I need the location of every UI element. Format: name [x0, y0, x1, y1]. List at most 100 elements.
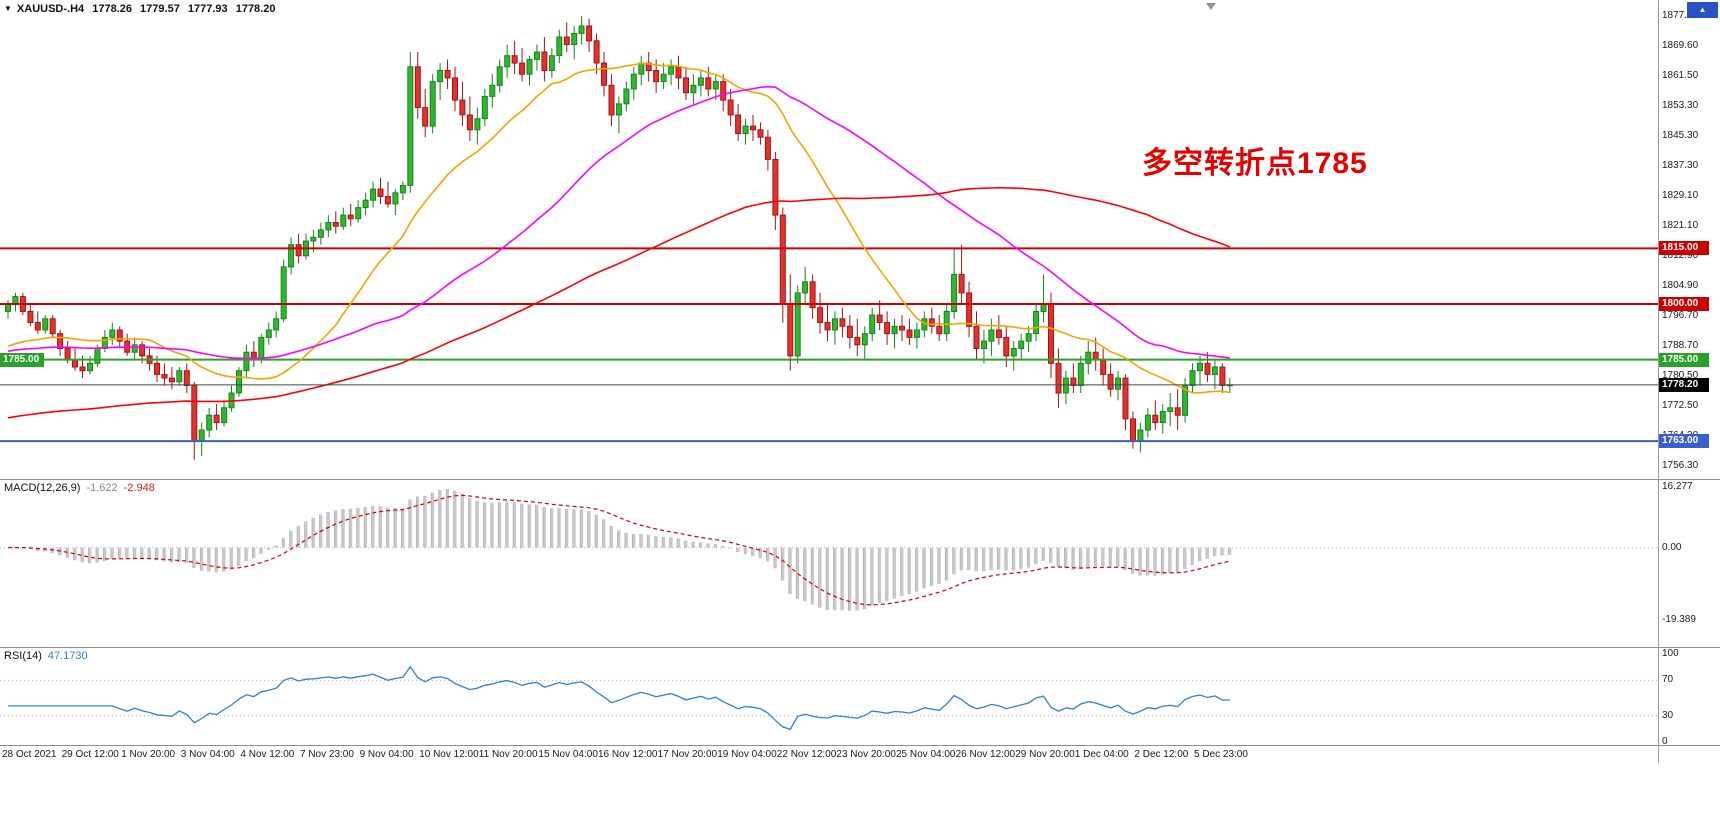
price-axis-label: 1853.30 [1662, 100, 1699, 112]
candle [191, 381, 198, 460]
candle [42, 315, 49, 334]
candle [668, 59, 675, 86]
macd-main-value: -1.622 [86, 482, 118, 494]
time-axis-label: 5 Dec 23:00 [1194, 749, 1248, 760]
candle [534, 44, 540, 71]
macd-signal-value: -2.948 [123, 482, 155, 494]
up-arrow-icon: ▲ [1698, 5, 1707, 14]
candle [1174, 389, 1181, 430]
rsi-name: RSI(14) [4, 650, 42, 662]
candle [936, 315, 943, 342]
candle [817, 292, 824, 334]
candle [884, 311, 891, 345]
price-axis-label: 1812.90 [1662, 250, 1699, 262]
candle [981, 330, 987, 364]
macd-scale-zero: 0.00 [1662, 541, 1682, 553]
annotation-text[interactable]: 多空转折点1785 [1142, 147, 1368, 180]
candle [832, 311, 838, 345]
price-level-badge[interactable]: 1785.00 [1659, 352, 1709, 367]
candle [161, 363, 168, 386]
macd-panel-separator[interactable] [0, 479, 1720, 480]
candle [772, 152, 779, 230]
price-level-badge[interactable]: 1815.00 [1659, 241, 1709, 256]
candle [288, 237, 295, 275]
candle [317, 222, 324, 245]
time-axis-label: 3 Nov 04:00 [180, 749, 235, 760]
candle [1025, 326, 1032, 353]
price-axis-label: 1804.90 [1662, 279, 1699, 291]
candle [571, 26, 578, 60]
bar-high-value: 1779.57 [140, 3, 180, 15]
time-axis-label: 2 Dec 12:00 [1134, 749, 1189, 760]
price-axis-label: 1756.30 [1662, 460, 1699, 471]
candle [735, 103, 742, 141]
candle [250, 341, 257, 367]
candle [422, 89, 429, 138]
time-axis-label: 29 Nov 20:00 [1015, 749, 1075, 760]
price-axis-label: 1821.10 [1662, 219, 1699, 231]
candle [943, 304, 950, 342]
candle [601, 52, 607, 97]
candle [854, 318, 861, 356]
macd-name: MACD(12,26,9) [4, 482, 81, 494]
macd-scale-max: 16.277 [1662, 481, 1693, 492]
candle [615, 96, 622, 134]
chart-shift-marker[interactable] [1206, 3, 1216, 10]
time-axis-label: 16 Nov 12:00 [598, 749, 658, 760]
candle [1048, 292, 1054, 379]
candle [787, 274, 794, 371]
candle [474, 107, 481, 145]
time-axis-label: 9 Nov 04:00 [359, 749, 414, 760]
price-axis-label: 1861.50 [1662, 70, 1699, 82]
candle [1197, 355, 1203, 386]
candle [1107, 363, 1114, 397]
rsi-scale-70: 70 [1662, 674, 1674, 686]
candle [228, 385, 235, 412]
macd-scale-min: -19.389 [1662, 614, 1696, 625]
time-axis-label: 22 Nov 12:00 [776, 749, 837, 760]
candle [206, 407, 213, 438]
price-axis-label: 1877.70 [1662, 10, 1699, 21]
candle [243, 344, 250, 379]
price-level-badge[interactable]: 1800.00 [1659, 297, 1709, 311]
candle [198, 422, 205, 456]
candle [1189, 363, 1196, 393]
candle [839, 307, 846, 338]
candle [362, 192, 369, 216]
candle [913, 322, 920, 349]
candle [586, 18, 593, 52]
macd-indicator-label: MACD(12,26,9) -1.622 -2.948 [4, 482, 161, 494]
price-level-badge-left[interactable]: 1785.00 [0, 352, 44, 367]
bar-low-value: 1777.93 [187, 3, 228, 15]
candle [1018, 333, 1025, 360]
candle [906, 318, 913, 345]
candle [176, 367, 183, 386]
price-axis-label: 1772.50 [1662, 399, 1699, 411]
bar-close-value: 1778.20 [235, 3, 276, 15]
candle [392, 189, 399, 216]
candle [697, 70, 704, 97]
rsi-panel-separator[interactable] [0, 647, 1720, 648]
candle [437, 63, 444, 101]
price-axis-border [1658, 0, 1659, 763]
macd-signal-line [7, 494, 1230, 606]
candle [541, 37, 548, 82]
price-level-badge[interactable]: 1763.00 [1659, 434, 1709, 449]
candle [332, 211, 339, 234]
candle [563, 22, 570, 52]
candle [303, 233, 309, 260]
candle [548, 48, 555, 78]
rsi-scale-30: 30 [1662, 709, 1674, 721]
candle [1182, 378, 1189, 423]
candle [273, 311, 280, 338]
candle [131, 337, 138, 360]
time-axis-label: 15 Nov 04:00 [538, 749, 598, 760]
scroll-up-button[interactable]: ▲ [1687, 2, 1718, 18]
candle [973, 311, 980, 360]
candle [526, 55, 533, 86]
price-axis-label: 1837.30 [1662, 159, 1699, 171]
candle [742, 118, 749, 145]
symbol-name: XAUUSD-.H4 [16, 3, 85, 15]
